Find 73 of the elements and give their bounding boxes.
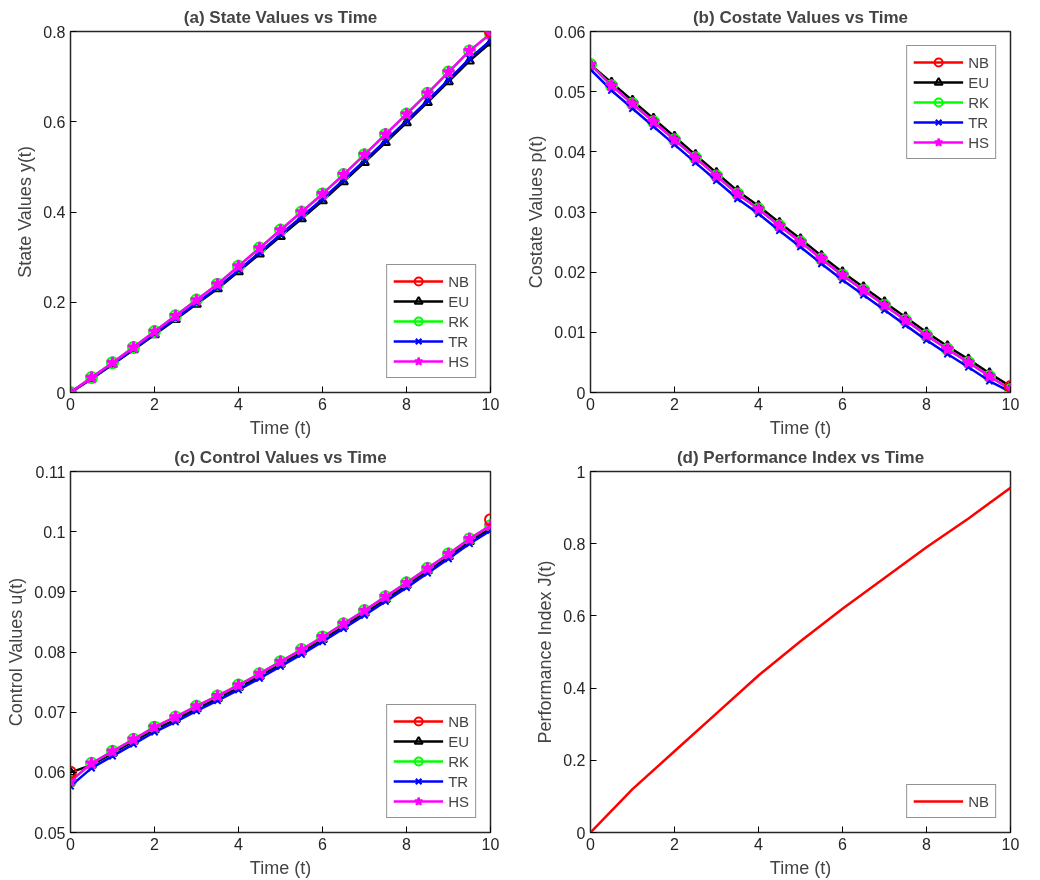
x-axis-title: Time (t): [769, 857, 832, 878]
y-tick-label: 0.01: [554, 324, 586, 342]
x-tick-label: 4: [754, 395, 764, 413]
y-tick-label: 0.05: [554, 83, 586, 101]
y-tick-label: 1: [576, 463, 586, 481]
legend-label: HS: [448, 352, 469, 370]
x-tick-label: 4: [234, 835, 244, 853]
x-tick-label: 2: [150, 835, 160, 853]
x-tick-label: 10: [481, 835, 500, 853]
chart-title: (b) Costate Values vs Time: [692, 7, 909, 27]
y-axis-title: Control Values u(t): [6, 577, 27, 727]
y-tick-label: 0.09: [34, 583, 66, 601]
legend-label: HS: [448, 792, 469, 810]
y-tick-label: 0.6: [43, 113, 66, 131]
y-axis-title: State Values y(t): [15, 146, 36, 278]
y-tick-label: 0.6: [563, 607, 586, 625]
legend-label: RK: [448, 752, 469, 770]
x-tick-label: 2: [670, 395, 680, 413]
y-tick-label: 0.2: [563, 752, 586, 770]
x-tick-label: 2: [670, 835, 680, 853]
legend-label: TR: [968, 113, 989, 131]
y-tick-label: 0.8: [563, 535, 586, 553]
legend-label: TR: [448, 332, 469, 350]
y-axis-title: Performance Index J(t): [535, 560, 556, 744]
x-tick-label: 4: [234, 395, 244, 413]
chart-title: (d) Performance Index vs Time: [676, 447, 925, 467]
legend-label: EU: [448, 732, 469, 750]
x-tick-label: 4: [754, 835, 764, 853]
x-axis-title: Time (t): [769, 417, 832, 438]
legend-label: RK: [448, 312, 469, 330]
x-tick-label: 10: [1001, 395, 1020, 413]
y-tick-label: 0.4: [43, 204, 66, 221]
y-tick-label: 0.06: [34, 764, 66, 782]
y-tick-label: 0: [56, 384, 66, 402]
y-tick-label: 0.04: [554, 143, 586, 161]
x-tick-label: 10: [1001, 835, 1020, 853]
legend-label: EU: [968, 73, 989, 91]
legend-label: NB: [968, 53, 989, 71]
y-tick-label: 0.03: [554, 204, 586, 221]
y-tick-label: 0.1: [43, 523, 66, 541]
y-tick-label: 0: [576, 384, 586, 402]
x-tick-label: 2: [150, 395, 160, 413]
x-axis-title: Time (t): [249, 857, 312, 878]
x-tick-label: 6: [838, 835, 848, 853]
y-tick-label: 0.4: [563, 680, 586, 698]
y-tick-label: 0.08: [34, 644, 66, 661]
y-tick-label: 0.8: [43, 23, 66, 41]
legend-label: NB: [448, 712, 469, 730]
legend-label: EU: [448, 292, 469, 310]
legend-label: RK: [968, 93, 989, 111]
x-tick-label: 8: [922, 395, 932, 413]
x-tick-label: 8: [922, 835, 932, 853]
legend-label: HS: [968, 133, 989, 151]
y-axis-title: Costate Values p(t): [526, 135, 547, 289]
y-tick-label: 0.05: [34, 824, 66, 842]
y-tick-label: 0.02: [554, 264, 586, 282]
legend-label: NB: [968, 792, 989, 810]
x-tick-label: 10: [481, 395, 500, 413]
y-tick-label: 0.07: [34, 704, 66, 722]
chart-title: (c) Control Values vs Time: [174, 447, 387, 467]
y-tick-label: 0: [576, 824, 586, 842]
x-axis-title: Time (t): [249, 417, 312, 438]
x-tick-label: 6: [318, 395, 328, 413]
chart-title: (a) State Values vs Time: [183, 7, 378, 27]
legend-label: TR: [448, 772, 469, 790]
x-tick-label: 8: [402, 395, 412, 413]
y-tick-label: 0.2: [43, 294, 66, 312]
legend-label: NB: [448, 272, 469, 290]
x-tick-label: 6: [318, 835, 328, 853]
y-tick-label: 0.06: [554, 23, 586, 41]
y-tick-label: 0.11: [35, 463, 66, 481]
x-tick-label: 6: [838, 395, 848, 413]
x-tick-label: 8: [402, 835, 412, 853]
